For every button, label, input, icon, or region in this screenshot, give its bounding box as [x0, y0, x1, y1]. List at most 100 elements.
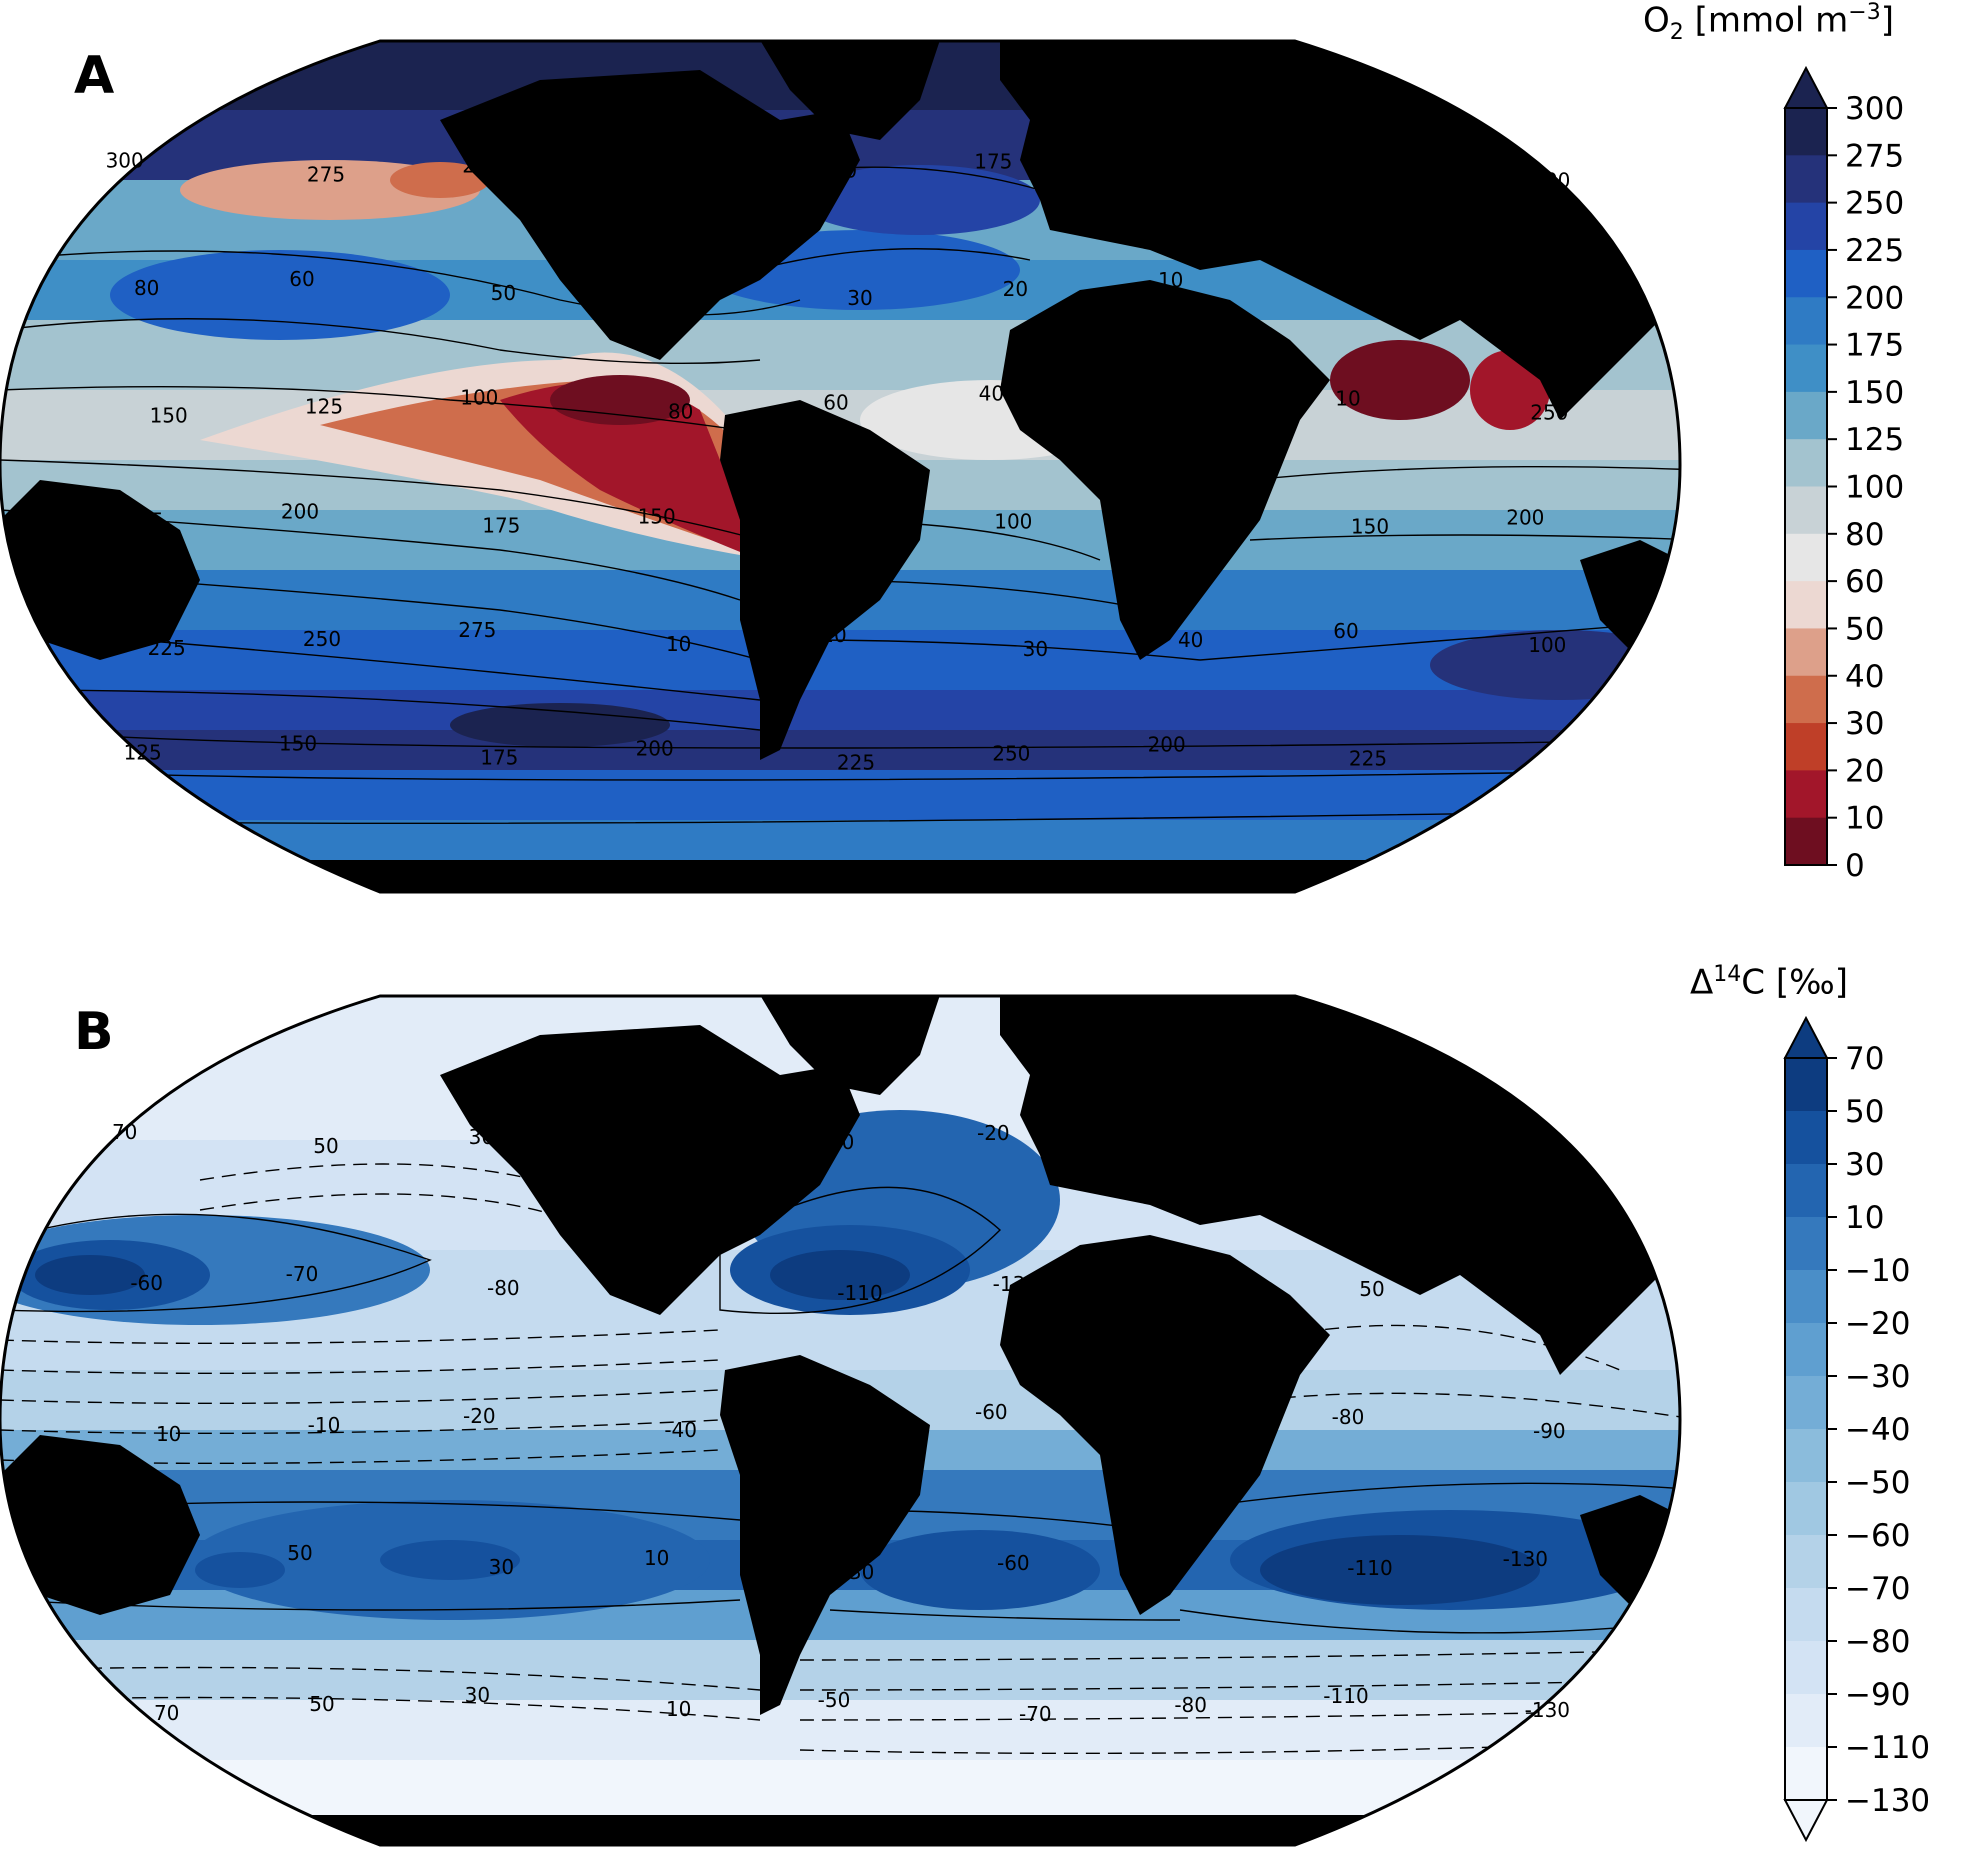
d14c-contour-label: -80 — [1332, 1405, 1365, 1429]
o2-colorbar-segment — [1785, 770, 1827, 819]
o2-colorbar-segment — [1785, 202, 1827, 251]
o2-colorbar-tick-label: 300 — [1845, 91, 1904, 127]
colorbar-title-o2: O2 [mmol m−3] — [1643, 0, 1894, 46]
d14c-contour-label: -50 — [1535, 1140, 1568, 1164]
o2-contour-label: 150 — [1176, 163, 1214, 187]
o2-colorbar-tick-label: 250 — [1845, 186, 1904, 222]
d14c-contour-label: -130 — [993, 1272, 1038, 1296]
o2-contour-label: 40 — [979, 382, 1004, 406]
o2-contour-labels: 300 275 250 225 200 175 150 125 100 80 60 50 40 30 20 1… — [106, 148, 1571, 774]
d14c-colorbar-segment — [1785, 1588, 1827, 1642]
o2-contour-label: 150 — [1351, 514, 1389, 538]
o2-colorbar-segment — [1785, 439, 1827, 487]
o2-contour-label: 200 — [1506, 505, 1544, 529]
colorbar-title-d14c: Δ14C [‰] — [1690, 962, 1848, 1003]
o2-contour-label: 20 — [1003, 277, 1028, 301]
o2-contour-label: 50 — [491, 281, 516, 305]
d14c-colorbar-tick-label: 50 — [1845, 1094, 1884, 1130]
d14c-colorbar-segment — [1785, 1217, 1827, 1271]
d14c-contour-label: -70 — [1176, 1414, 1209, 1438]
d14c-colorbar-segment — [1785, 1641, 1827, 1695]
d14c-contour-label: 30 — [1515, 1268, 1540, 1292]
o2-contour-label: 125 — [1331, 154, 1369, 178]
o2-map-outline — [0, 39, 1682, 894]
d14c-contour-label: -10 — [822, 1130, 855, 1154]
d14c-contour-label: -110 — [1323, 1684, 1368, 1708]
o2-contour-label: 225 — [837, 751, 875, 775]
o2-contour-label: 40 — [646, 272, 671, 296]
o2-contour-label: 175 — [480, 746, 518, 770]
d14c-contour-label: 10 — [644, 1546, 669, 1570]
o2-contour-label: 225 — [126, 508, 164, 532]
o2-contour-label: 80 — [134, 276, 159, 300]
d14c-contour-label: -80 — [487, 1276, 520, 1300]
o2-contour-label: 300 — [106, 148, 144, 172]
o2-contour-label: 225 — [1349, 747, 1387, 771]
d14c-colorbar-tick-label: −80 — [1845, 1624, 1910, 1660]
o2-contour-label: 10 — [1158, 268, 1183, 292]
o2-contour-label: 10 — [1335, 387, 1360, 411]
d14c-colorbar-segment — [1785, 1111, 1827, 1165]
d14c-contour-label: -130 — [1525, 1698, 1570, 1722]
d14c-colorbar-segment — [1785, 1164, 1827, 1218]
d14c-contour-label: -60 — [975, 1400, 1008, 1424]
o2-contour-label: 125 — [124, 741, 162, 765]
o2-contour-label: 225 — [664, 167, 702, 191]
d14c-colorbar-segment — [1785, 1535, 1827, 1589]
o2-contour-label: 20 — [821, 623, 846, 647]
d14c-contour-label: -50 — [820, 1409, 853, 1433]
o2-contour-label: 150 — [638, 504, 676, 528]
d14c-colorbar-segment — [1785, 1376, 1827, 1430]
d14c-contour-label: -30 — [842, 1560, 875, 1584]
d14c-colorbar-segment — [1785, 1058, 1827, 1112]
d14c-contour-label: -60 — [130, 1271, 163, 1295]
d14c-colorbar-tick-label: −30 — [1845, 1359, 1910, 1395]
d14c-colorbar-tick-label: −130 — [1845, 1783, 1930, 1819]
d14c-contour-label: 30 — [489, 1555, 514, 1579]
d14c-colorbar-tick-label: 30 — [1845, 1147, 1884, 1183]
o2-contour-label: 125 — [305, 395, 343, 419]
o2-colorbar-tick-label: 20 — [1845, 753, 1884, 789]
d14c-contour-label: 50 — [1359, 1277, 1384, 1301]
o2-colorbar: 3002752502252001751501251008060504030201… — [1783, 65, 1904, 884]
o2-contour-label: 60 — [289, 267, 314, 291]
d14c-colorbar-tick-label: −90 — [1845, 1677, 1910, 1713]
d14c-colorbar-tick-label: 70 — [1845, 1041, 1884, 1077]
d14c-contour-label: -80 — [1174, 1693, 1207, 1717]
d14c-contour-label: 70 — [154, 1701, 179, 1725]
d14c-contour-label: -90 — [1152, 1542, 1185, 1566]
d14c-colorbar-segment — [1785, 1694, 1827, 1748]
d14c-colorbar-tick-label: 10 — [1845, 1200, 1884, 1236]
panel-label-b: B — [74, 1002, 114, 1062]
d14c-contour-label: -110 — [837, 1281, 882, 1305]
d14c-colorbar-extend-max — [1783, 1015, 1829, 1059]
o2-colorbar-segment — [1785, 723, 1827, 771]
o2-contour-label: 200 — [281, 499, 319, 523]
d14c-contour-label: -130 — [1503, 1547, 1548, 1571]
d14c-contour-label: 10 — [666, 1697, 691, 1721]
o2-colorbar-segment — [1785, 108, 1827, 156]
o2-contour-label: 30 — [1023, 637, 1048, 661]
d14c-contour-label: 10 — [670, 1139, 695, 1163]
o2-colorbar-segment — [1785, 155, 1827, 204]
o2-contour-label: 275 — [307, 162, 345, 186]
o2-colorbar-tick-label: 275 — [1845, 138, 1904, 174]
o2-contour-label: 250 — [992, 742, 1030, 766]
d14c-contour-label: 30 — [469, 1125, 494, 1149]
o2-colorbar-tick-label: 225 — [1845, 233, 1904, 269]
d14c-contour-label: -90 — [1533, 1419, 1566, 1443]
o2-colorbar-segment — [1785, 297, 1827, 346]
d14c-colorbar-tick-label: −60 — [1845, 1518, 1910, 1554]
d14c-colorbar-segment — [1785, 1482, 1827, 1536]
o2-contour-label: 225 — [148, 636, 186, 660]
o2-contour-label: 200 — [1353, 282, 1391, 306]
d14c-contour-label: -50 — [818, 1688, 851, 1712]
o2-colorbar-tick-label: 30 — [1845, 706, 1884, 742]
panel-label-a: A — [74, 46, 115, 106]
o2-contour-label: 100 — [1532, 168, 1570, 192]
d14c-contour-label: 10 — [156, 1422, 181, 1446]
o2-contour-label: 175 — [482, 513, 520, 537]
o2-colorbar-segment — [1785, 581, 1827, 629]
o2-colorbar-segment — [1785, 486, 1827, 535]
